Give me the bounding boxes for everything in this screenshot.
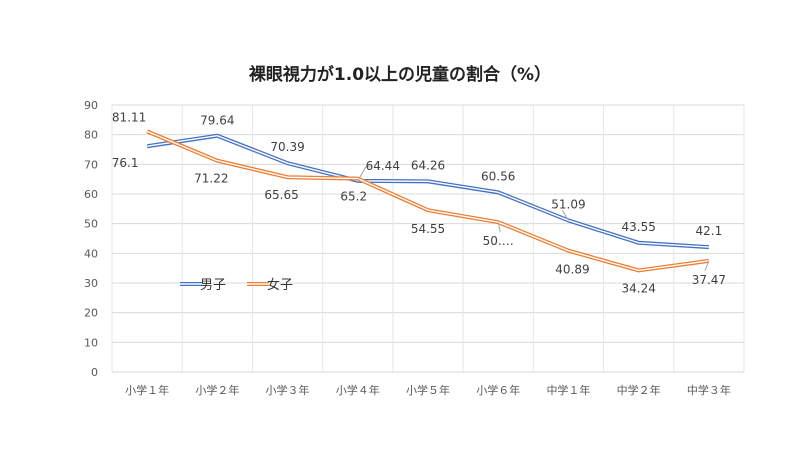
data-label: 79.64	[200, 114, 234, 128]
data-label: 64.44	[366, 159, 400, 173]
y-tick-label: 30	[84, 277, 98, 290]
data-label: 34.24	[621, 281, 655, 295]
data-label: 40.89	[555, 263, 589, 277]
series-line-inner-2	[146, 130, 709, 272]
leader-line	[704, 260, 710, 272]
data-label: 54.55	[411, 222, 445, 236]
y-tick-label: 20	[84, 307, 98, 320]
y-tick-label: 80	[84, 129, 98, 142]
y-tick-label: 0	[91, 366, 98, 379]
data-label: 65.65	[264, 188, 298, 202]
x-tick-label: 小学４年	[336, 383, 380, 397]
data-label: 50.…	[483, 234, 514, 248]
legend-label: 男子	[200, 278, 226, 293]
y-axis-ticks: 0 10 20 30 40 50 60 70 80 90	[84, 99, 98, 379]
data-label: 60.56	[481, 169, 515, 183]
x-axis-ticks: 小学１年 小学２年 小学３年 小学４年 小学５年 小学６年 中学１年 中学２年 中学３年	[125, 383, 731, 397]
leader-line	[497, 222, 501, 233]
leader-line	[562, 210, 569, 221]
x-tick-label: 中学３年	[687, 383, 731, 397]
legend: 男子 女子	[180, 277, 293, 293]
x-tick-label: 小学６年	[476, 383, 520, 397]
legend-label: 女子	[267, 277, 293, 293]
data-label: 42.1	[696, 224, 723, 238]
y-tick-label: 70	[84, 158, 98, 171]
series-lines	[146, 129, 710, 273]
data-label: 64.26	[411, 158, 445, 172]
x-tick-label: 中学１年	[546, 383, 590, 397]
data-label: 70.39	[270, 140, 304, 154]
x-tick-label: 小学１年	[125, 383, 169, 397]
series-line-2	[146, 129, 710, 273]
x-tick-label: 中学２年	[617, 383, 661, 397]
data-label: 81.11	[112, 110, 146, 124]
data-label: 43.55	[621, 220, 655, 234]
label-leader-lines	[357, 166, 710, 272]
data-label: 76.1	[112, 156, 139, 170]
data-label: 71.22	[194, 172, 228, 186]
y-tick-label: 10	[84, 336, 98, 349]
y-tick-label: 50	[84, 218, 98, 231]
data-labels: 76.1 79.64 70.39 64.44 64.26 60.56 51.09 43.55 4…	[112, 110, 726, 295]
y-tick-label: 40	[84, 247, 98, 260]
y-tick-label: 60	[84, 188, 98, 201]
series-line-inner-1	[147, 135, 709, 248]
x-tick-label: 小学５年	[406, 383, 450, 397]
x-tick-label: 小学２年	[195, 383, 239, 397]
gridlines	[111, 104, 745, 373]
x-tick-label: 小学３年	[266, 383, 310, 397]
data-label: 37.47	[692, 273, 726, 287]
y-tick-label: 90	[84, 99, 98, 112]
chart-title: 裸眼視力が1.0以上の児童の割合（%）	[249, 64, 551, 85]
leader-line	[357, 166, 371, 182]
data-label: 65.2	[340, 190, 367, 204]
data-label: 51.09	[551, 197, 585, 211]
